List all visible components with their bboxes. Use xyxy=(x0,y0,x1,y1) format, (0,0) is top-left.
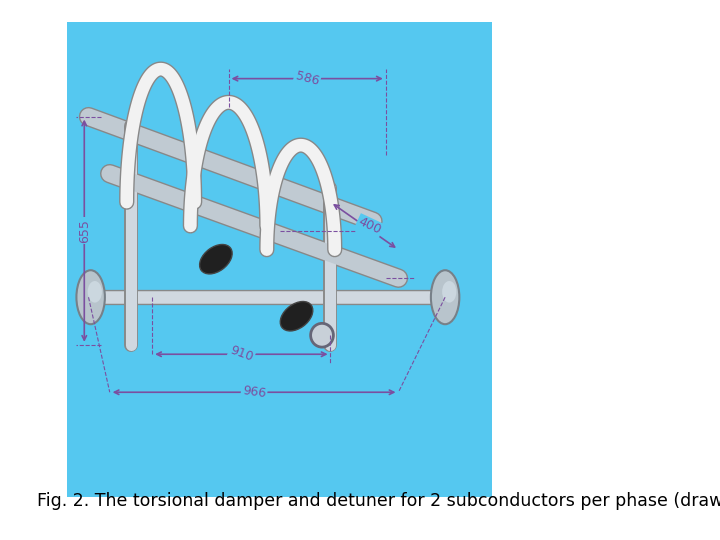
Text: 400: 400 xyxy=(356,215,383,237)
Ellipse shape xyxy=(442,281,456,302)
Circle shape xyxy=(310,323,333,347)
Text: 966: 966 xyxy=(241,384,266,400)
Ellipse shape xyxy=(199,245,232,274)
Ellipse shape xyxy=(88,281,102,302)
Text: 910: 910 xyxy=(228,344,255,365)
Text: 586: 586 xyxy=(294,69,320,88)
Ellipse shape xyxy=(431,270,459,324)
Text: 655: 655 xyxy=(78,219,91,242)
Ellipse shape xyxy=(280,301,312,331)
Ellipse shape xyxy=(76,270,105,324)
FancyBboxPatch shape xyxy=(67,22,492,497)
Text: Fig. 2. The torsional damper and detuner for 2 subconductors per phase (drawing): Fig. 2. The torsional damper and detuner… xyxy=(37,492,720,510)
